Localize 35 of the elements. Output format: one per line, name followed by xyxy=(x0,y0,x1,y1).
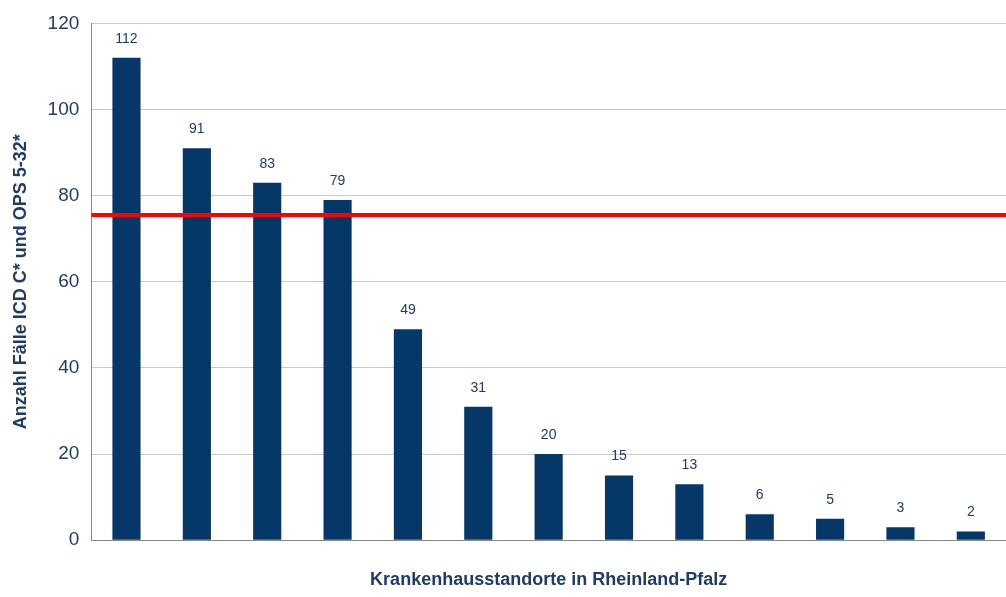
y-tick-label: 0 xyxy=(68,528,80,550)
data-label: 5 xyxy=(826,490,835,507)
data-label: 112 xyxy=(115,29,138,46)
y-tick-label: 80 xyxy=(58,183,80,205)
bar xyxy=(604,475,634,540)
data-label: 91 xyxy=(189,120,205,137)
bar xyxy=(393,329,422,540)
bar xyxy=(323,199,352,540)
data-label: 83 xyxy=(259,154,276,171)
bar xyxy=(816,518,845,540)
bar xyxy=(745,514,774,540)
bar xyxy=(182,148,211,540)
data-label: 15 xyxy=(611,447,628,464)
data-label: 3 xyxy=(896,499,905,516)
bar xyxy=(675,484,704,540)
y-tick-label: 100 xyxy=(47,97,80,119)
y-tick-label: 60 xyxy=(58,270,80,292)
y-tick-label: 20 xyxy=(58,442,80,464)
data-label: 6 xyxy=(755,486,764,503)
data-label: 79 xyxy=(329,171,346,188)
data-label: 31 xyxy=(470,378,487,395)
y-tick-label: 120 xyxy=(47,11,80,33)
bar xyxy=(112,57,141,540)
data-label: 13 xyxy=(681,456,698,473)
data-label: 20 xyxy=(540,425,557,442)
bar xyxy=(956,531,985,540)
bar xyxy=(253,182,282,540)
x-axis-title: Krankenhausstandorte in Rheinland-Pfalz xyxy=(370,569,728,590)
y-tick-label: 40 xyxy=(58,356,80,378)
y-axis-title: Anzahl Fälle ICD C* und OPS 5-32* xyxy=(9,134,30,430)
data-label: 2 xyxy=(966,503,975,520)
data-label: 49 xyxy=(400,301,416,318)
bar xyxy=(534,454,563,540)
bar xyxy=(886,527,915,540)
bar xyxy=(464,406,493,540)
